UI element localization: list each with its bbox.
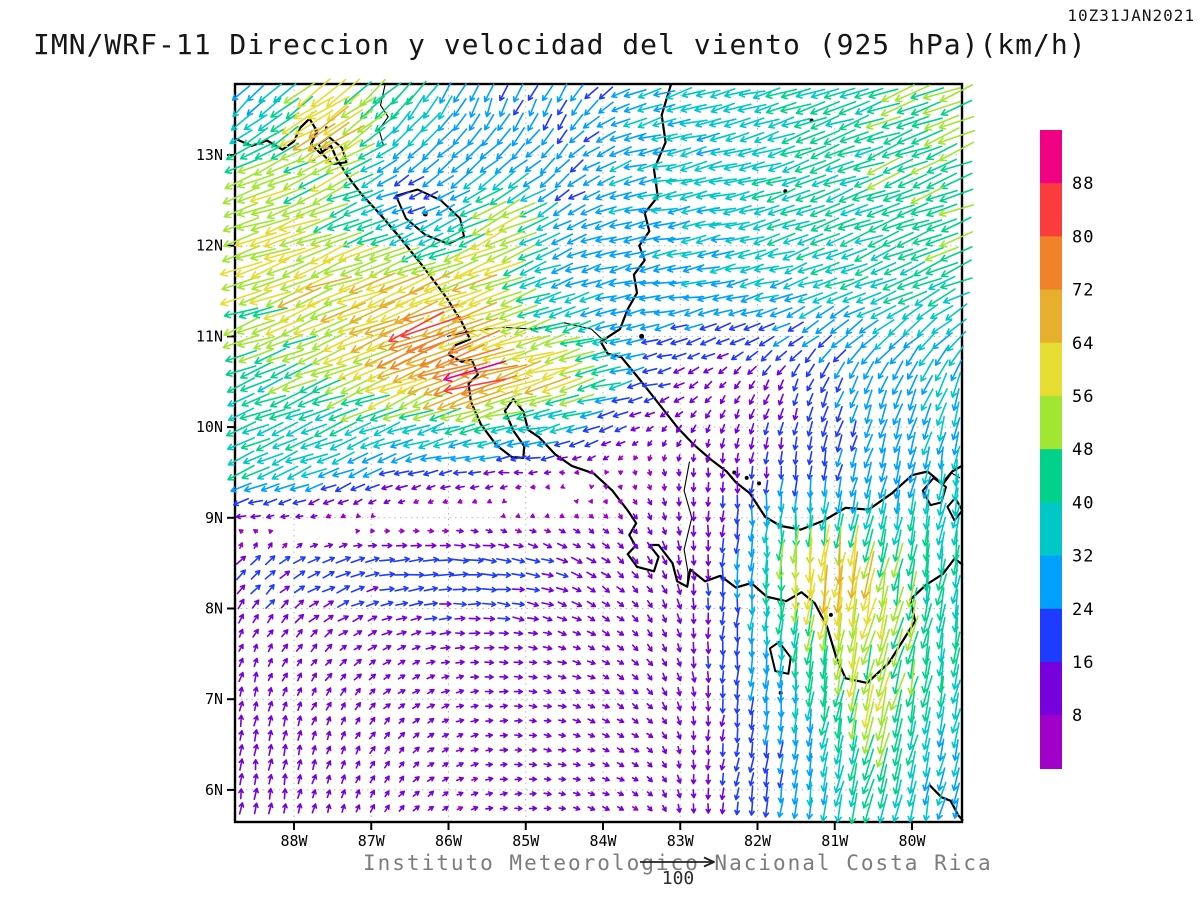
wind-arrows-speed-band xyxy=(221,78,976,768)
colorbar-segment xyxy=(1040,715,1062,769)
colorbar: 88 80 72 64 56 48 40 32 24 16 8 xyxy=(1040,130,1094,769)
wind-arrows-speed-band xyxy=(376,303,518,398)
lat-axis-label: 8N xyxy=(205,600,223,618)
lon-axis-label: 80W xyxy=(898,832,926,850)
colorbar-segment xyxy=(1040,289,1062,344)
colorbar-label: 48 xyxy=(1072,440,1094,460)
colorbar-label: 56 xyxy=(1072,387,1094,407)
island-dot xyxy=(639,333,645,339)
lon-axis-label: 88W xyxy=(280,832,308,850)
valid-timestamp: 10Z31JAN2021 xyxy=(1067,6,1195,25)
coastline xyxy=(234,117,964,684)
lat-axis-label: 9N xyxy=(205,509,223,527)
reference-arrow-label: 100 xyxy=(661,868,695,889)
colorbar-segment xyxy=(1040,183,1062,237)
coastline xyxy=(599,83,964,531)
wind-arrows-speed-band xyxy=(443,360,506,383)
colorbar-label: 32 xyxy=(1072,547,1094,567)
colorbar-segment xyxy=(1040,130,1062,184)
colorbar-label: 80 xyxy=(1072,227,1094,247)
reference-arrow xyxy=(640,856,715,868)
lon-axis-label: 86W xyxy=(435,832,463,850)
coastline xyxy=(928,783,964,822)
wind-arrows-speed-band xyxy=(219,78,891,728)
map-frame xyxy=(233,82,964,824)
colorbar-segment xyxy=(1040,662,1062,716)
colorbar-segment xyxy=(1040,342,1062,397)
lon-axis-label: 82W xyxy=(744,832,772,850)
colorbar-label: 40 xyxy=(1072,493,1094,513)
border-line xyxy=(683,461,693,587)
credit-text: Instituto Meteorologico Nacional Costa R… xyxy=(363,851,993,875)
lake-outline xyxy=(395,188,465,245)
island-dot xyxy=(744,475,749,480)
colorbar-segment xyxy=(1040,396,1062,450)
lat-axis-label: 10N xyxy=(196,418,223,436)
colorbar-segment xyxy=(1040,502,1062,557)
lake-outline xyxy=(946,496,964,522)
colorbar-label: 24 xyxy=(1072,600,1094,620)
wind-arrows-speed-band xyxy=(223,80,974,825)
wind-arrows-speed-band xyxy=(227,83,970,823)
wind-arrows-speed-band xyxy=(230,82,963,820)
colorbar-segment xyxy=(1040,449,1062,503)
wind-vectors xyxy=(219,78,976,825)
lat-axis-label: 13N xyxy=(196,146,223,164)
lon-axis-label: 84W xyxy=(589,832,617,850)
wind-arrows-speed-band xyxy=(235,353,799,815)
lat-axis-label: 7N xyxy=(205,690,223,708)
axis-ticks xyxy=(227,154,913,830)
lat-axis-label: 11N xyxy=(196,327,223,345)
colorbar-label: 8 xyxy=(1072,706,1083,726)
colorbar-label: 72 xyxy=(1072,281,1094,301)
reference-arrow-head xyxy=(703,856,715,868)
lat-axis-label: 6N xyxy=(205,781,223,799)
island-dot xyxy=(757,481,762,486)
colorbar-segment xyxy=(1040,236,1062,291)
wind-arrows-speed-band xyxy=(238,454,668,812)
lat-axis-label: 12N xyxy=(196,237,223,255)
colorbar-label: 64 xyxy=(1072,334,1094,354)
map-title: IMN/WRF-11 Direccion y velocidad del vie… xyxy=(33,28,1087,61)
colorbar-label: 16 xyxy=(1072,653,1094,673)
wind-arrows-speed-band xyxy=(233,84,858,818)
colorbar-segment xyxy=(1040,555,1062,610)
lon-axis-label: 81W xyxy=(821,832,849,850)
wind-arrows-speed-band xyxy=(388,311,506,395)
lon-axis-label: 83W xyxy=(667,832,695,850)
lon-axis-label: 87W xyxy=(358,832,386,850)
colorbar-label: 88 xyxy=(1072,174,1094,194)
colorbar-segment xyxy=(1040,608,1062,663)
island-dot xyxy=(828,612,833,617)
axis-labels: 13N 12N 11N 10N 9N 8N 7N 6N 88W 87W 86W 85W 84W 83W 82… xyxy=(196,146,927,850)
lon-axis-label: 85W xyxy=(512,832,540,850)
